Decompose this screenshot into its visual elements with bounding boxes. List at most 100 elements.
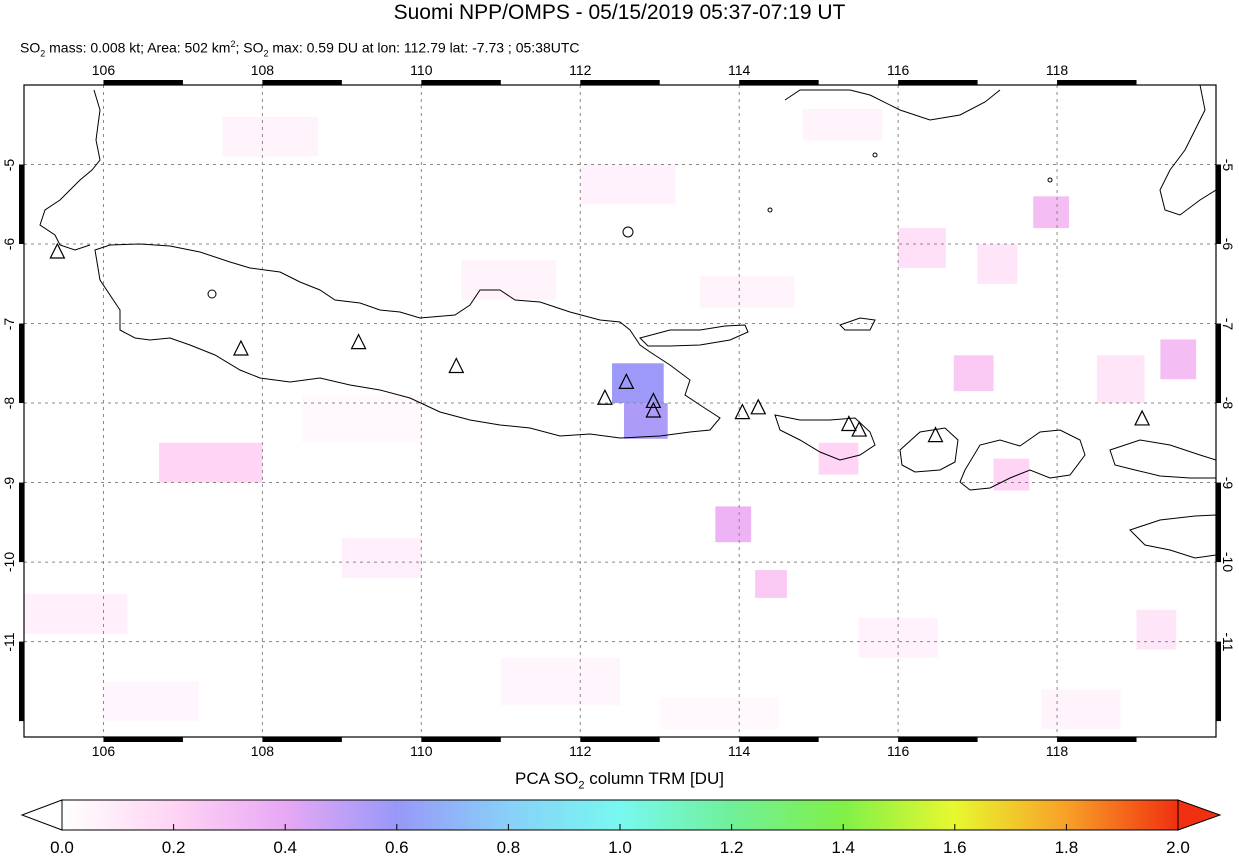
- volcano-icon: [448, 357, 465, 374]
- so2-cell: [461, 259, 557, 300]
- frame-bar: [103, 737, 183, 742]
- graticule: [24, 85, 1216, 737]
- tick-label: 114: [728, 62, 751, 78]
- volcano-icon: [1134, 409, 1151, 426]
- tick-label: 116: [886, 62, 910, 78]
- so2-cell: [103, 681, 199, 722]
- so2-cell: [1160, 339, 1197, 380]
- map-title: Suomi NPP/OMPS - 05/15/2019 05:37-07:19 …: [393, 1, 846, 24]
- colorbar-title: PCA SO2 column TRM [DU]: [515, 769, 724, 792]
- coast-sulawesi: [1159, 85, 1216, 216]
- tick-label: -5: [1220, 158, 1236, 171]
- so2-cell: [623, 403, 668, 439]
- colorbar-tick-label: 0.6: [384, 838, 409, 857]
- so2-cell: [993, 458, 1030, 491]
- coast-borneo: [784, 89, 1001, 121]
- tick-label: 108: [250, 743, 275, 759]
- so2-cell: [659, 697, 779, 730]
- frame-bar: [1057, 80, 1137, 85]
- frame-bar: [262, 80, 342, 85]
- frame-bar: [19, 641, 24, 722]
- tick-label: -8: [1, 396, 17, 410]
- so2-cell: [500, 657, 620, 706]
- so2-cell: [1033, 196, 1069, 229]
- volcano-icon: [618, 373, 635, 389]
- so2-stats: SO2 mass: 0.008 kt; Area: 502 km2; SO2 m…: [20, 39, 580, 59]
- volcano-icon: [750, 398, 767, 415]
- so2-cell: [1041, 689, 1121, 730]
- tick-label: 106: [91, 743, 116, 759]
- so2-cell: [1136, 609, 1177, 650]
- tick-label: 112: [569, 62, 592, 78]
- frame-bar: [421, 737, 501, 742]
- tick-label: -11: [1, 631, 17, 652]
- tick-label: -9: [1, 476, 17, 489]
- so2-cell: [953, 355, 994, 392]
- frame-bar: [739, 737, 819, 742]
- colorbar-min-arrow: [20, 799, 63, 831]
- colorbar-tick-label: 1.4: [831, 838, 856, 857]
- colorbar-tick-label: 0.2: [161, 838, 186, 857]
- so2-cell: [580, 164, 676, 205]
- volcano-icon: [49, 242, 66, 259]
- tick-label: 110: [410, 743, 433, 759]
- frame-bar: [1057, 737, 1137, 742]
- tick-label: -5: [1, 158, 17, 171]
- coast-sumba: [1129, 514, 1216, 559]
- tick-label: -6: [1220, 237, 1236, 251]
- colorbar-tick-label: 0.8: [496, 838, 521, 857]
- volcano-icon: [734, 403, 751, 420]
- coast-lombok: [899, 427, 959, 473]
- map-frame-ticks: [19, 80, 1221, 742]
- volcano-icon: [851, 420, 868, 437]
- tick-label: -6: [1, 237, 17, 251]
- frame-bar: [262, 737, 342, 742]
- so2-cell: [818, 442, 859, 475]
- volcano-icon: [927, 426, 944, 443]
- volcano-icon: [645, 392, 662, 409]
- so2-cell: [24, 593, 128, 634]
- coast-java: [94, 243, 721, 439]
- so2-cell: [715, 506, 752, 543]
- colorbar-tick-label: 1.6: [942, 838, 967, 857]
- colorbar-max-arrow: [1177, 799, 1222, 831]
- tick-label: -7: [1220, 317, 1236, 330]
- frame-bar: [1216, 164, 1221, 245]
- volcano-icon: [596, 388, 613, 405]
- volcano-markers: [49, 242, 1151, 443]
- frame-bar: [1216, 482, 1221, 563]
- tick-label: 108: [250, 62, 275, 78]
- so2-cell: [755, 570, 787, 598]
- colorbar-tick-label: 0.0: [50, 838, 74, 857]
- so2-cell: [159, 442, 263, 483]
- frame-bar: [739, 80, 819, 85]
- frame-bar: [421, 80, 501, 85]
- tick-label: 116: [886, 743, 910, 759]
- colorbar-tick-label: 1.2: [719, 838, 744, 857]
- frame-bar: [19, 164, 24, 245]
- colorbar-tick-label: 1.0: [608, 838, 632, 857]
- volcano-icon: [645, 401, 662, 418]
- colorbar-tick-label: 1.8: [1054, 838, 1079, 857]
- tick-label: -7: [1, 317, 17, 330]
- tick-label: -9: [1220, 476, 1236, 489]
- tick-label: 114: [728, 743, 751, 759]
- tick-label: -10: [1, 551, 17, 573]
- coast-sumbawa: [959, 429, 1086, 491]
- tick-label: -10: [1220, 551, 1236, 573]
- frame-bar: [19, 482, 24, 563]
- frame-bar: [580, 80, 660, 85]
- frame-bar: [1216, 641, 1221, 722]
- so2-cell: [858, 617, 938, 658]
- colorbar-tick-label: 0.4: [273, 838, 298, 857]
- coast-flores: [1109, 439, 1216, 479]
- tick-label: 106: [91, 62, 116, 78]
- coast-madura: [639, 324, 749, 347]
- volcano-icon: [232, 339, 249, 356]
- coast-kangean: [839, 317, 876, 331]
- colorbar: [20, 799, 1222, 831]
- so2-cell: [977, 244, 1018, 284]
- frame-bar: [898, 737, 978, 742]
- so2-cell: [341, 538, 422, 578]
